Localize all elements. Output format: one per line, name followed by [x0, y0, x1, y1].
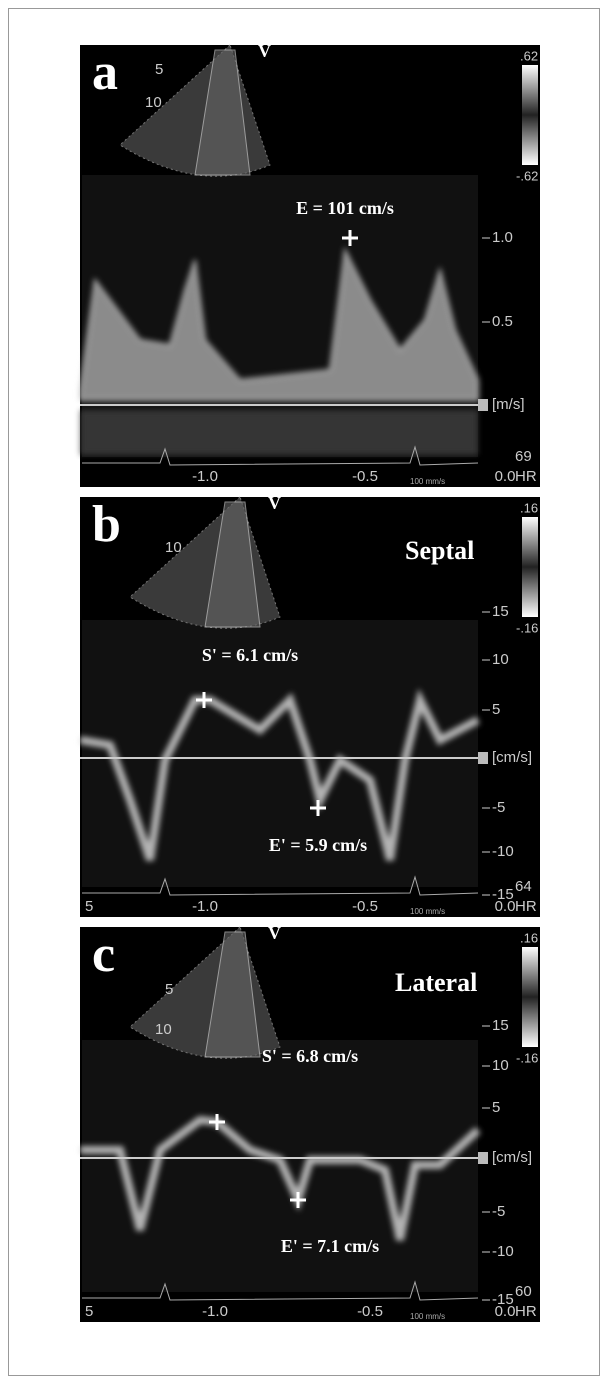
measurement-label: E' = 5.9 cm/s [269, 835, 367, 855]
scale-label: -10 [492, 1243, 514, 1260]
scale-label: 5 [492, 1099, 500, 1116]
probe-mark: V [268, 493, 281, 513]
hr-label: HR [515, 1303, 537, 1320]
measurement-label: S' = 6.1 cm/s [202, 645, 298, 665]
panel-letter: c [92, 926, 115, 983]
time-label: -0.5 [357, 1303, 383, 1320]
baseline-marker [478, 1152, 488, 1164]
sweep-speed: 100 mm/s [410, 907, 445, 916]
time-label: 0.0 [495, 898, 516, 915]
measurement-label: E' = 7.1 cm/s [281, 1236, 379, 1256]
time-label: -1.0 [202, 1303, 228, 1320]
time-label: -1.0 [192, 898, 218, 915]
scale-label: 15 [492, 603, 509, 620]
scale-label: 10 [492, 651, 509, 668]
colorbar [522, 947, 538, 1047]
depth-label: 10 [155, 1021, 172, 1038]
sweep-speed: 100 mm/s [410, 477, 445, 486]
panel-letter: a [92, 44, 118, 101]
scale-label: 10 [492, 1057, 509, 1074]
baseline-marker [478, 399, 488, 411]
probe-mark: V [258, 41, 271, 61]
probe-mark: V [268, 923, 281, 943]
time-label: 5 [85, 898, 93, 915]
time-label: -0.5 [352, 898, 378, 915]
colorbar-min: -.16 [516, 1050, 538, 1065]
scale-label: -10 [492, 843, 514, 860]
colorbar [522, 517, 538, 617]
figure: V 5 10 a .62 -.62 1.0 0.5 [m/s] 69 HR -1.0 -0.5 0.0 10… [0, 0, 608, 1384]
heart-rate: 60 [515, 1283, 532, 1300]
hr-label: HR [515, 898, 537, 915]
time-label: 0.0 [495, 1303, 516, 1320]
unit-label: [cm/s] [492, 749, 532, 766]
colorbar [522, 65, 538, 165]
colorbar-max: .16 [520, 500, 538, 515]
time-label: -0.5 [352, 468, 378, 485]
depth-label: 5 [165, 981, 173, 998]
sweep-speed: 100 mm/s [410, 1312, 445, 1321]
depth-label: 5 [155, 61, 163, 78]
scale-label: 15 [492, 1017, 509, 1034]
heart-rate: 64 [515, 878, 532, 895]
colorbar-max: .16 [520, 930, 538, 945]
colorbar-min: -.62 [516, 168, 538, 183]
unit-label: [m/s] [492, 396, 525, 413]
measurement-label: E = 101 cm/s [296, 198, 394, 218]
panel-title: Lateral [395, 968, 477, 997]
colorbar-max: .62 [520, 48, 538, 63]
baseline-marker [478, 752, 488, 764]
time-label: 5 [85, 1303, 93, 1320]
heart-rate: 69 [515, 448, 532, 465]
time-label: -1.0 [192, 468, 218, 485]
scale-label: -5 [492, 799, 505, 816]
scale-label: 5 [492, 701, 500, 718]
scale-label: 1.0 [492, 229, 513, 246]
unit-label: [cm/s] [492, 1149, 532, 1166]
scale-label: -5 [492, 1203, 505, 1220]
scale-label: 0.5 [492, 313, 513, 330]
panel-letter: b [92, 496, 121, 553]
depth-label: 10 [145, 94, 162, 111]
doppler-lower [80, 410, 478, 455]
colorbar-min: -.16 [516, 620, 538, 635]
depth-label: 10 [165, 539, 182, 556]
time-label: 0.0 [495, 468, 516, 485]
hr-label: HR [515, 468, 537, 485]
panel-title: Septal [405, 536, 474, 565]
measurement-label: S' = 6.8 cm/s [262, 1046, 358, 1066]
